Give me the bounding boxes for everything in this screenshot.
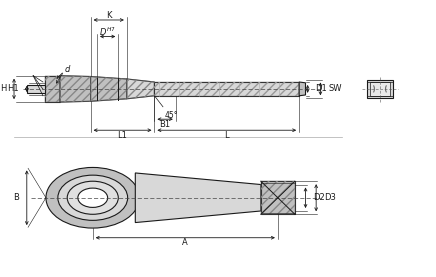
Text: L1: L1: [118, 131, 127, 140]
Polygon shape: [27, 85, 44, 93]
Text: $D^{H7}$: $D^{H7}$: [99, 25, 116, 38]
Circle shape: [46, 167, 140, 228]
Polygon shape: [261, 181, 295, 214]
Text: H: H: [0, 84, 7, 93]
Polygon shape: [135, 173, 261, 222]
Polygon shape: [370, 82, 390, 96]
Text: B: B: [13, 193, 19, 202]
Text: K: K: [106, 11, 112, 19]
Text: A: A: [182, 238, 188, 247]
Polygon shape: [127, 79, 154, 99]
Text: B1: B1: [160, 120, 170, 129]
Polygon shape: [44, 76, 60, 102]
Text: 45°: 45°: [165, 111, 179, 120]
Polygon shape: [60, 76, 91, 102]
Circle shape: [67, 181, 118, 214]
Text: L: L: [225, 131, 229, 140]
Polygon shape: [299, 82, 306, 96]
Text: D1: D1: [315, 84, 327, 93]
Text: $d$: $d$: [64, 63, 71, 74]
Text: D3: D3: [324, 193, 336, 202]
Polygon shape: [91, 76, 127, 101]
Circle shape: [78, 188, 108, 207]
Text: D2: D2: [313, 193, 325, 202]
Text: SW: SW: [328, 84, 341, 93]
Polygon shape: [367, 79, 393, 98]
Polygon shape: [154, 82, 299, 96]
Text: H1: H1: [7, 84, 19, 93]
Circle shape: [58, 175, 128, 220]
